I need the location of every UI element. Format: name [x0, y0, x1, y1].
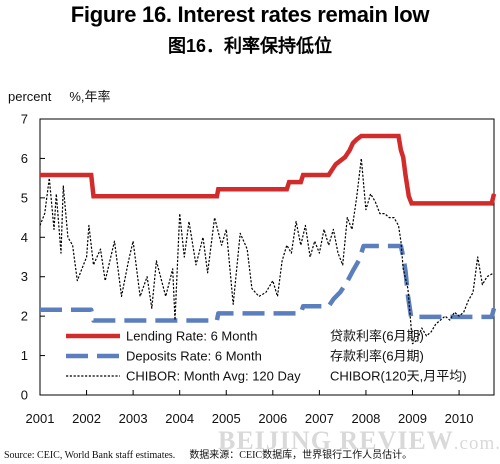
series-layer: [39, 133, 497, 345]
y-tick-label: 1: [21, 348, 28, 363]
x-tick-label: 2007: [305, 411, 334, 426]
y-tick-label: 4: [21, 230, 28, 245]
legend-label-2: Deposits Rate: 6 Month: [126, 349, 262, 364]
x-tick-label: 2005: [212, 411, 241, 426]
x-tick-label: 2004: [165, 411, 194, 426]
source-cn: 数据来源：CEIC数据库，世界银行工作人员估计。: [189, 450, 413, 461]
series-line-1: [40, 133, 497, 206]
y-axis: 0 1 2 3 4 5 6 7: [21, 112, 45, 403]
unit-label-en: percent: [8, 89, 52, 104]
plot-frame: [39, 118, 495, 396]
x-tick-label: 2009: [398, 411, 427, 426]
series-line-2: [40, 243, 497, 323]
legend-label-cn-1: 贷款利率(6月期): [330, 329, 424, 344]
legend: Lending Rate: 6 Month 贷款利率(6月期) Deposits R…: [66, 329, 467, 384]
legend-label-cn-3: CHIBOR(120天,月平均): [330, 369, 467, 384]
series-line-3: [39, 157, 495, 345]
y-tick-label: 0: [21, 388, 28, 403]
y-tick-label: 2: [21, 309, 28, 324]
x-tick-label: 2006: [258, 411, 287, 426]
source-note: Source: CEIC, World Bank staff estimates…: [4, 446, 412, 461]
x-tick-label: 2010: [445, 411, 474, 426]
x-tick-label: 2003: [119, 411, 148, 426]
y-tick-label: 3: [21, 269, 28, 284]
x-axis: 2001 2002 2003 2004 2005 2006 2007 2008 2009 2010: [26, 390, 474, 426]
unit-label: percent %,年率: [8, 86, 111, 105]
watermark-text: BEIJING REVIEW: [218, 426, 454, 455]
y-tick-label: 7: [21, 112, 28, 127]
legend-label-3: CHIBOR: Month Avg: 120 Day: [126, 369, 301, 384]
x-tick-label: 2001: [26, 411, 55, 426]
chart-title: Figure 16. Interest rates remain low: [70, 2, 430, 27]
x-tick-label: 2008: [351, 411, 380, 426]
watermark: BEIJING REVIEW.com.cn: [218, 426, 500, 456]
chart-subtitle: 图16．利率保持低位: [167, 36, 333, 56]
x-tick-label: 2002: [72, 411, 101, 426]
source-en: Source: CEIC, World Bank staff estimates…: [4, 450, 176, 461]
y-tick-label: 6: [21, 151, 28, 166]
unit-label-cn: %,年率: [69, 89, 111, 104]
watermark-suffix: .com.cn: [453, 433, 500, 454]
legend-label-1: Lending Rate: 6 Month: [126, 329, 258, 344]
y-tick-label: 5: [21, 190, 28, 205]
legend-label-cn-2: 存款利率(6月期): [330, 349, 424, 364]
